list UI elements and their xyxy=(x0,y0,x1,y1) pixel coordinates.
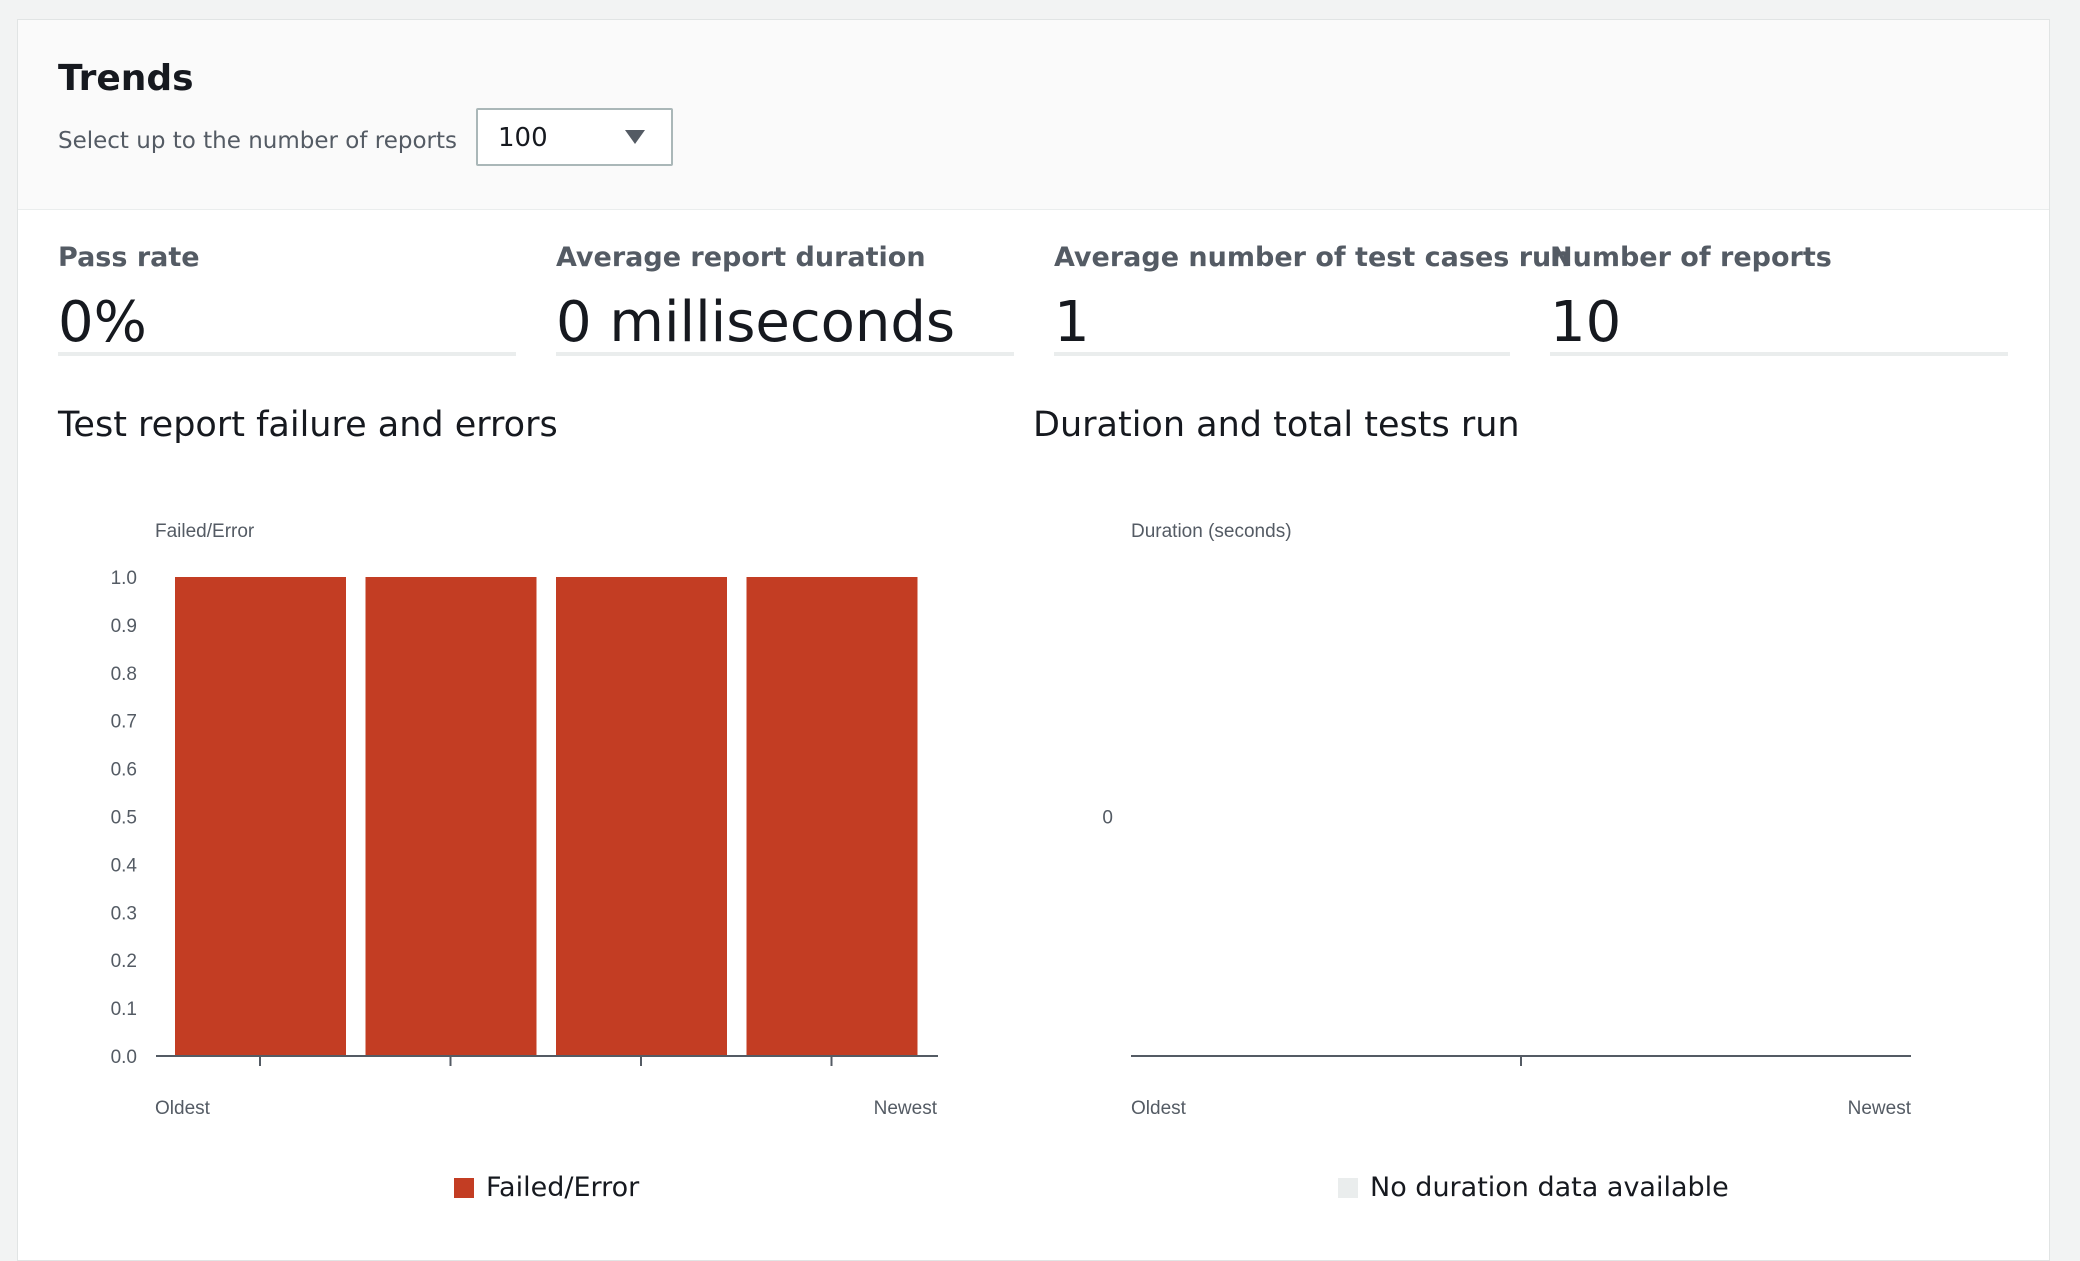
legend-label-no-duration-data: No duration data available xyxy=(1370,1172,1729,1203)
duration-chart-x-end-label: Newest xyxy=(1848,1098,1912,1119)
failure-chart-ytick-label: 0.2 xyxy=(111,951,137,972)
failure-chart-ytick-label: 0.5 xyxy=(111,808,137,829)
metric-label: Pass rate xyxy=(58,242,200,273)
failure-chart-bar xyxy=(746,577,918,1056)
duration-chart-title: Duration and total tests run xyxy=(1033,405,1520,445)
metric-number-of-reports: Number of reports 10 xyxy=(1550,222,2008,356)
duration-chart-x-start-label: Oldest xyxy=(1131,1098,1187,1119)
failure-chart-ytick-label: 0.8 xyxy=(111,664,137,685)
failure-chart-bar xyxy=(175,577,346,1056)
legend-swatch-no-data xyxy=(1338,1177,1358,1198)
metric-value: 0% xyxy=(58,290,147,355)
report-count-label: Select up to the number of reports xyxy=(58,128,457,154)
duration-chart-ytick-label: 0 xyxy=(1102,808,1113,829)
legend-label-failed-error: Failed/Error xyxy=(486,1172,640,1203)
failure-chart-ytick-label: 0.7 xyxy=(111,712,137,733)
failure-chart-bar xyxy=(556,577,727,1056)
duration-chart-ylabel: Duration (seconds) xyxy=(1131,521,1292,542)
metric-average-report-duration: Average report duration 0 milliseconds xyxy=(556,222,1014,356)
failure-chart-ytick-label: 0.6 xyxy=(111,760,137,781)
metric-value: 10 xyxy=(1550,290,1622,355)
failure-chart-title: Test report failure and errors xyxy=(58,405,558,445)
legend-swatch-failed-error xyxy=(454,1177,474,1198)
failure-chart-ytick-label: 0.0 xyxy=(111,1047,137,1068)
duration-chart-legend: No duration data available xyxy=(1338,1172,1729,1203)
metric-label: Average number of test cases run xyxy=(1054,242,1571,273)
failure-chart-x-start-label: Oldest xyxy=(155,1098,211,1119)
report-count-select-value: 100 xyxy=(498,123,548,153)
failure-chart-ytick-label: 0.1 xyxy=(111,999,137,1020)
metric-value: 1 xyxy=(1054,290,1090,355)
metric-pass-rate: Pass rate 0% xyxy=(58,222,516,356)
failure-chart-bar xyxy=(365,577,537,1056)
failure-chart-ytick-label: 0.3 xyxy=(111,903,137,924)
trends-header: Trends Select up to the number of report… xyxy=(18,20,2049,210)
failure-chart-ytick-label: 0.9 xyxy=(111,616,137,637)
failure-chart-ylabel: Failed/Error xyxy=(155,521,255,542)
failure-chart-ytick-label: 0.4 xyxy=(111,855,138,876)
trends-panel: Trends Select up to the number of report… xyxy=(17,19,2050,1261)
failure-chart-ytick-label: 1.0 xyxy=(111,568,137,589)
metric-value: 0 milliseconds xyxy=(556,290,956,355)
metric-average-test-cases-run: Average number of test cases run 1 xyxy=(1054,222,1570,356)
trends-title: Trends xyxy=(58,58,194,99)
report-count-select[interactable]: 100 xyxy=(476,108,673,166)
metric-label: Number of reports xyxy=(1550,242,1832,273)
failure-chart-x-end-label: Newest xyxy=(874,1098,938,1119)
metric-label: Average report duration xyxy=(556,242,926,273)
failure-chart-legend: Failed/Error xyxy=(454,1172,639,1203)
caret-down-icon[interactable] xyxy=(625,130,645,144)
